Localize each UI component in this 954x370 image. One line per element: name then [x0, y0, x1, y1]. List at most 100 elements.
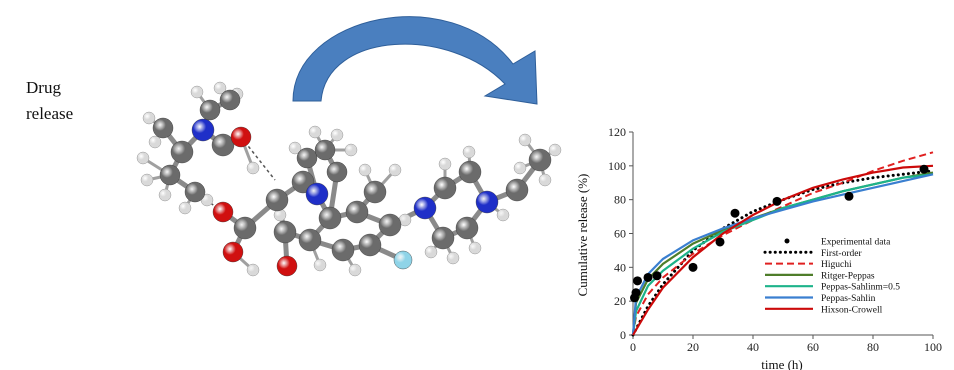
carbon-atom: [358, 233, 382, 257]
chart-y-tick-label: 20: [614, 294, 626, 308]
hydrogen-atom: [178, 201, 192, 215]
chart-y-tick-label: 40: [614, 260, 626, 274]
carbon-atom: [455, 216, 479, 240]
experimental-data-point: [631, 288, 641, 298]
legend-entry: First-order: [821, 249, 862, 259]
series-line-first-order: [631, 169, 935, 337]
oxygen-atom: [276, 255, 298, 277]
legend-entry: Ritger-Peppas: [821, 271, 875, 281]
experimental-data-point: [715, 237, 725, 247]
chart-series: [630, 151, 935, 337]
hydrogen-atom: [288, 141, 302, 155]
chart-y-tick-label: 80: [614, 193, 626, 207]
hydrogen-atom: [213, 81, 227, 95]
carbon-atom: [314, 139, 336, 161]
hydrogen-atom: [388, 163, 402, 177]
carbon-atom: [296, 147, 318, 169]
carbon-atom: [170, 140, 194, 164]
nitrogen-atom: [191, 118, 215, 142]
legend-entry: Hixson-Crowell: [821, 305, 883, 315]
legend-entry: Peppas-Sahlinm=0.5: [821, 283, 900, 293]
fluorine-atom: [393, 250, 413, 270]
hydrogen-atom: [462, 145, 476, 159]
carbon-atom: [378, 213, 402, 237]
chart-x-tick-label: 80: [867, 340, 879, 354]
chart-y-tick-label: 120: [608, 125, 626, 139]
drug-release-label-line1: Drug: [26, 78, 61, 97]
hydrogen-atom: [148, 135, 162, 149]
chart-legend: Experimental dataFirst-orderHiguchiRitge…: [763, 238, 900, 315]
hydrogen-atom: [548, 143, 562, 157]
carbon-atom: [528, 148, 552, 172]
nitrogen-atom: [413, 196, 437, 220]
hydrogen-atom: [190, 85, 204, 99]
carbon-atom: [265, 188, 289, 212]
molecule-3d-model: [136, 81, 562, 277]
oxygen-atom: [230, 126, 252, 148]
chart-x-tick-label: 0: [630, 340, 636, 354]
carbon-atom: [505, 178, 529, 202]
curved-arrow-shape: [292, 16, 538, 105]
hydrogen-atom: [358, 163, 372, 177]
carbon-atom: [233, 216, 257, 240]
chart-x-tick-label: 60: [807, 340, 819, 354]
hydrogen-atom: [438, 157, 452, 171]
release-kinetics-chart: 0 20 40 60 80 100 120 0 20 40 60 80 100 Experimental…: [575, 125, 942, 370]
chart-y-tick-label: 100: [608, 159, 626, 173]
hydrogen-atom: [538, 173, 552, 187]
chart-x-tick-label: 100: [924, 340, 942, 354]
carbon-atom: [219, 89, 241, 111]
hydrogen-atom: [313, 258, 327, 272]
hydrogen-atom: [424, 245, 438, 259]
experimental-data-point: [643, 272, 653, 282]
experimental-data-point: [844, 191, 854, 201]
carbon-atom: [273, 220, 297, 244]
chart-y-tick-label: 60: [614, 227, 626, 241]
hydrogen-atom: [468, 241, 482, 255]
carbon-atom: [331, 238, 355, 262]
chart-y-axis-label: Cumulative release (%): [575, 174, 590, 297]
hydrogen-atom: [246, 161, 260, 175]
hydrogen-atom: [140, 173, 154, 187]
nitrogen-atom: [475, 190, 499, 214]
nitrogen-atom: [305, 182, 329, 206]
legend-entry: Higuchi: [821, 260, 852, 270]
hydrogen-atom: [496, 208, 510, 222]
carbon-atom: [431, 226, 455, 250]
experimental-data-point: [919, 164, 929, 174]
legend-entry: Peppas-Sahlin: [821, 294, 876, 304]
carbon-atom: [363, 180, 387, 204]
hydrogen-atom: [330, 128, 344, 142]
carbon-atom: [152, 117, 174, 139]
chart-y-tick-label: 0: [620, 328, 626, 342]
oxygen-atom: [222, 241, 244, 263]
hydrogen-atom: [518, 133, 532, 147]
chart-x-tick-label: 40: [747, 340, 759, 354]
hydrogen-atom: [348, 263, 362, 277]
molecule-atoms: [136, 81, 562, 277]
hydrogen-atom: [158, 188, 172, 202]
carbon-atom: [345, 200, 369, 224]
series-line-ritger-peppas: [631, 171, 934, 336]
experimental-data-point: [652, 271, 662, 281]
chart-axes: 0 20 40 60 80 100 120 0 20 40 60 80 100: [608, 125, 942, 354]
carbon-atom: [433, 176, 457, 200]
carbon-atom: [199, 99, 221, 121]
hydrogen-atom: [142, 111, 156, 125]
oxygen-atom: [212, 201, 234, 223]
legend-entry: Experimental data: [821, 238, 891, 248]
drug-release-label: Drug release: [26, 75, 73, 127]
experimental-data-point: [633, 276, 642, 286]
legend-marker: [784, 238, 790, 244]
carbon-atom: [211, 133, 235, 157]
hydrogen-atom: [446, 251, 460, 265]
drug-release-label-line2: release: [26, 104, 74, 123]
series-line-peppas-sahlinm-0-5: [631, 173, 934, 336]
carbon-atom: [326, 161, 348, 183]
carbon-atom: [318, 206, 342, 230]
chart-x-axis-label: time (h): [761, 357, 803, 370]
hydrogen-atom: [344, 143, 358, 157]
series-line-higuchi: [632, 151, 934, 336]
carbon-atom: [159, 164, 181, 186]
hydrogen-atom: [246, 263, 260, 277]
